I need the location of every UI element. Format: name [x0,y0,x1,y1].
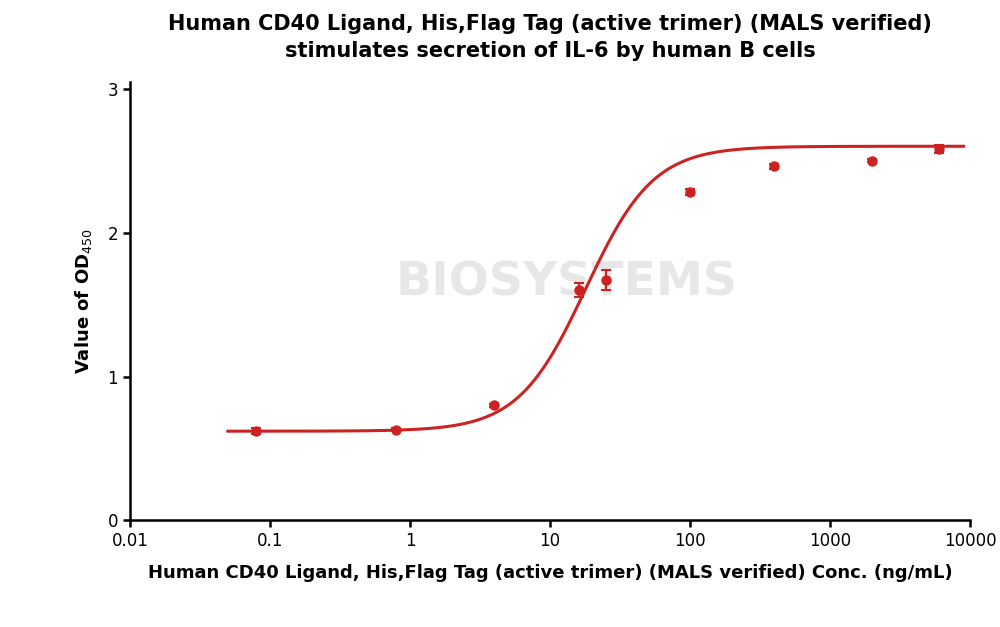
Text: BIOSYSTEMS: BIOSYSTEMS [396,261,738,306]
Y-axis label: Value of OD$_{450}$: Value of OD$_{450}$ [73,228,94,374]
Title: Human CD40 Ligand, His,Flag Tag (active trimer) (MALS verified)
stimulates secre: Human CD40 Ligand, His,Flag Tag (active … [168,14,932,61]
X-axis label: Human CD40 Ligand, His,Flag Tag (active trimer) (MALS verified) Conc. (ng/mL): Human CD40 Ligand, His,Flag Tag (active … [148,564,952,582]
